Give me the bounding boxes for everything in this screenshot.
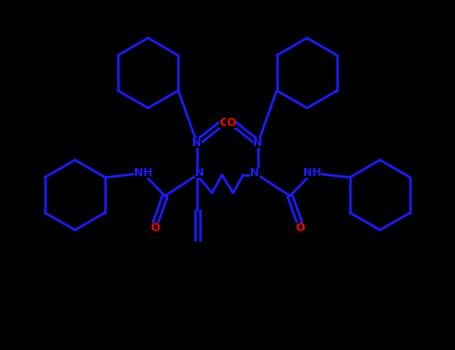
Text: N: N	[192, 138, 202, 148]
Text: O: O	[295, 223, 305, 233]
Text: O: O	[150, 223, 160, 233]
Text: N: N	[250, 168, 260, 178]
Text: NH: NH	[303, 168, 321, 178]
Text: N: N	[195, 168, 205, 178]
Text: NH: NH	[134, 168, 152, 178]
Text: N: N	[253, 138, 263, 148]
Text: O: O	[226, 118, 236, 128]
Text: O: O	[219, 118, 229, 128]
